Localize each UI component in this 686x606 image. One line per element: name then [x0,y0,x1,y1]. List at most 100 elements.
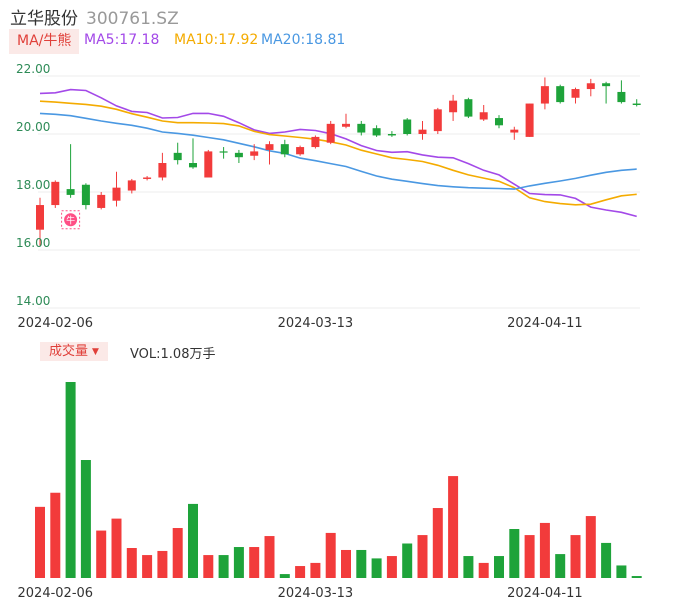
stock-code: 300761.SZ [86,9,179,29]
volume-bar [494,556,504,578]
volume-date-axis: 2024-02-06 2024-03-13 2024-04-11 [18,586,583,601]
candle-body [158,163,167,178]
x-tick-label: 2024-04-11 [507,316,583,331]
volume-bar [478,562,489,578]
volume-bar [96,530,107,578]
volume-bar [35,506,45,578]
y-tick-label: 18.00 [16,178,50,192]
volume-bar [233,547,244,578]
candle-body [143,177,152,179]
candle-body [66,189,75,195]
y-tick-label: 22.00 [16,62,50,76]
candlesticks [36,77,641,246]
bull-marker-dot [64,213,78,227]
candle-body [173,152,182,161]
y-tick-label: 20.00 [16,120,50,134]
candle-body [311,136,320,148]
candle-body [189,163,197,168]
volume-bar [249,547,260,578]
candle-body [219,151,228,153]
candle-body [234,152,243,158]
volume-value: VOL:1.08万手 [130,347,216,362]
volume-bar [325,532,336,578]
candle-body [250,151,259,156]
candle-body [510,129,519,133]
candle-body [617,91,626,103]
ma10-legend: MA10:17.92 [174,32,259,48]
volume-bar [555,554,566,578]
y-tick-label: 14.00 [16,294,50,308]
volume-bar [295,566,306,578]
volume-bar [432,508,443,578]
candle-body [204,151,213,178]
volume-bar [524,535,535,578]
volume-bar [80,460,91,578]
volume-bar [585,516,596,578]
candle-body [342,123,350,127]
x-tick-label: 2024-03-13 [278,586,354,601]
x-tick-label: 2024-04-11 [507,586,583,601]
volume-bar [172,528,183,578]
volume-bar [356,549,367,578]
volume-bar [142,555,153,578]
candle-body [586,83,595,90]
volume-bar [65,382,76,578]
volume-bar [371,558,382,578]
candle-body [265,144,274,150]
candle-body [357,123,366,133]
volume-bar [463,556,474,578]
candle-body [97,194,106,208]
ma5-legend: MA5:17.18 [84,32,160,48]
moving-average-lines [39,88,637,218]
bull-marker-label: 牛 [66,214,75,226]
volume-bar [539,522,550,578]
volume-bar [570,535,581,578]
date-axis: 2024-02-06 2024-03-13 2024-04-11 [18,316,583,331]
x-tick-label: 2024-02-06 [18,586,94,601]
candle-body [296,147,305,155]
candle-body [525,103,534,137]
candle-body [372,128,381,136]
ma20-line [39,112,637,190]
stock-title: 立华股份 300761.SZ [10,4,179,29]
candle-body [127,180,136,191]
price-axis: 22.00 20.00 18.00 16.00 14.00 [16,62,50,308]
volume-bar [279,574,290,578]
candle-body [81,184,90,206]
ma20-legend: MA20:18.81 [261,32,346,48]
volume-bars [35,382,642,578]
y-tick-label: 16.00 [16,236,50,250]
candle-body [36,205,44,230]
candle-body [479,112,488,120]
volume-bar [203,555,214,578]
candle-body [403,119,412,134]
candle-body [449,100,458,113]
candle-body [602,83,611,87]
volume-bar [157,550,168,578]
volume-bar [218,555,229,578]
candle-body [112,187,121,201]
volume-bar [402,543,413,578]
volume-bar [417,535,428,578]
volume-bar [310,562,321,578]
candle-body [51,181,60,206]
bull-marker: 牛 [61,210,81,230]
dropdown-arrow-icon: ▼ [92,347,99,357]
candle-body [433,109,442,132]
candle-body [464,99,473,117]
candle-body [280,144,289,155]
volume-bar [601,542,612,578]
candle-body [418,129,427,134]
volume-bar [264,536,275,578]
ma-bull-bear-toggle[interactable]: MA/牛熊 [9,29,80,54]
x-tick-label: 2024-02-06 [18,316,94,331]
candle-body [556,86,565,103]
candle-body [387,134,396,136]
volume-indicator-dropdown[interactable]: 成交量 ▼ [40,342,108,361]
volume-bar [386,556,397,578]
volume-bar [341,549,351,578]
volume-bar [616,565,627,578]
volume-bar [50,492,61,578]
volume-bar [509,529,520,578]
